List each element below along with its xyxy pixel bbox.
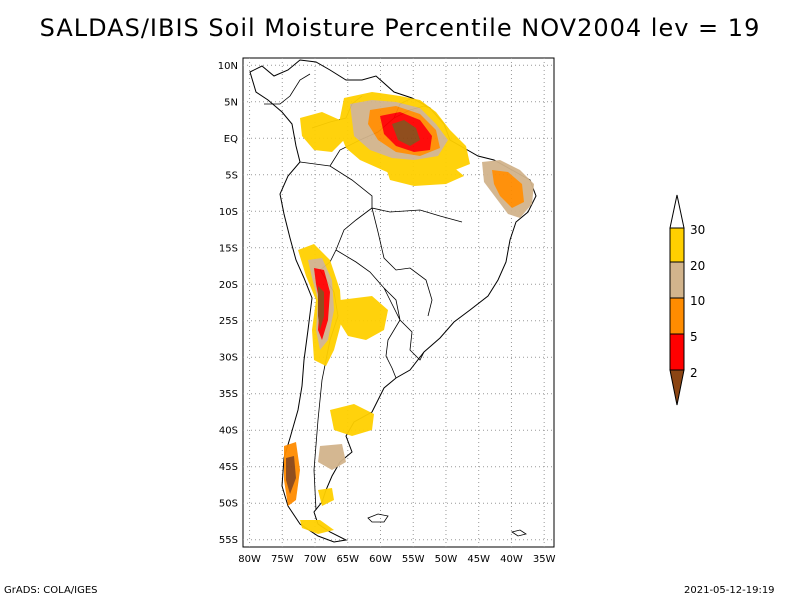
lat-tick-label: 40S [219,426,238,437]
central-yellow-patch [384,160,464,186]
map-title: SALDAS/IBIS Soil Moisture Percentile NOV… [39,14,761,42]
percentile-shading [284,92,534,534]
legend-label-5: 5 [690,330,698,344]
legend-cap-top [669,194,685,229]
lat-tick-label: 50S [219,499,238,510]
patagonia-south-patch [318,488,334,506]
falkland-islands [367,513,389,523]
footer-credit: GrADS: COLA/IGES [4,585,98,596]
lon-tick-label: 35W [533,554,556,565]
northwest-patch [300,112,344,152]
lat-tick-label: 20S [219,280,238,291]
chaco-patch-yellow [338,296,388,340]
lon-tick-label: 80W [238,554,261,565]
legend-label-30: 30 [690,223,706,237]
lat-tick-label: 30S [219,353,238,364]
legend-colorbar [669,194,685,406]
lat-tick-label: 10S [219,207,238,218]
lon-tick-label: 75W [271,554,294,565]
legend-label-20: 20 [690,259,706,273]
legend-swatch-3 [669,297,685,335]
lon-tick-label: 50W [435,554,458,565]
longitude-labels: 80W 75W 70W 65W 60W 55W 50W 45W 40W 35W [238,554,555,565]
lat-tick-label: 25S [219,316,238,327]
lat-tick-label: EQ [224,134,238,145]
lat-tick-label: 5S [225,170,238,181]
lon-tick-label: 65W [336,554,359,565]
lon-tick-label: 70W [304,554,327,565]
lat-tick-label: 35S [219,389,238,400]
legend-cap-bottom [669,369,685,406]
legend-swatch-1 [669,227,685,263]
pampas-patch-yellow [330,404,374,436]
legend-label-2: 2 [690,366,698,380]
legend-swatch-2 [669,261,685,299]
patagonia-patch-tan [318,444,346,470]
legend-label-10: 10 [690,294,706,308]
legend-swatch-4 [669,333,685,371]
lat-tick-label: 45S [219,462,238,473]
lat-tick-label: 5N [224,97,238,108]
lat-tick-label: 10N [218,61,238,72]
lon-tick-label: 55W [402,554,425,565]
lat-tick-label: 15S [219,243,238,254]
tierra-del-fuego-patch [300,520,334,534]
chile-south-patch-brown [286,456,296,494]
footer-timestamp: 2021-05-12-19:19 [684,585,775,596]
lon-tick-label: 40W [500,554,523,565]
andes-patch-brown [318,286,324,330]
latitude-labels: 10N 5N EQ 5S 10S 15S 20S 25S 30S 35S 40S 45S 50S 55S [218,61,238,546]
lat-tick-label: 55S [219,535,238,546]
amazon-north-patch-brown [392,120,420,146]
lon-tick-label: 60W [369,554,392,565]
northeast-brazil-patch-orange [492,170,524,208]
south-georgia [511,529,527,537]
lon-tick-label: 45W [467,554,490,565]
